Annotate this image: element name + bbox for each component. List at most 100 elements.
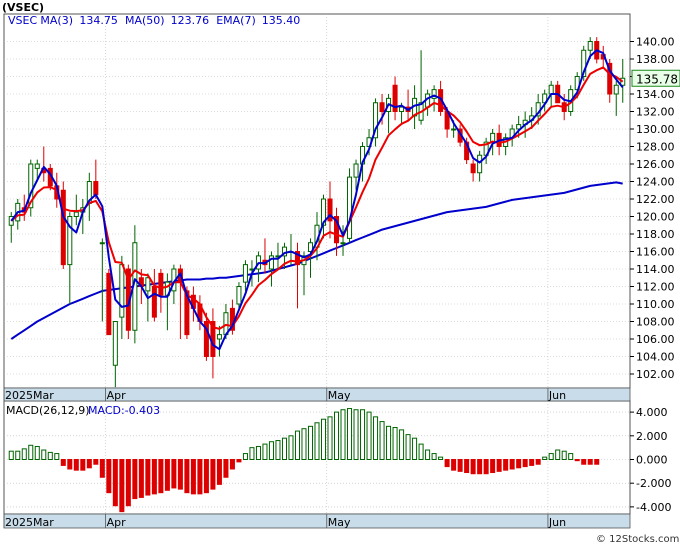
macd-bar-pos (301, 428, 307, 460)
macd-bar-neg (93, 459, 99, 465)
candle-up (373, 102, 379, 139)
macd-bar-neg (581, 459, 587, 465)
legend-item: MA(3) (40, 14, 73, 27)
macd-bar-neg (522, 459, 528, 468)
macd-bar-neg (236, 459, 242, 463)
macd-bar-neg (138, 459, 144, 498)
macd-bar-pos (366, 411, 372, 461)
month-label: May (328, 516, 351, 529)
candle-up (587, 41, 593, 51)
macd-tick-label: 4.000 (636, 406, 668, 419)
macd-bar-pos (347, 408, 353, 461)
macd-bar-pos (373, 416, 379, 461)
macd-bar-pos (28, 444, 34, 461)
macd-bar-pos (340, 409, 346, 461)
macd-bar-neg (464, 459, 470, 474)
price-tick-label: 138.00 (636, 53, 675, 66)
macd-bar-pos (425, 449, 431, 460)
last-price-box (631, 69, 680, 87)
macd-bar-pos (333, 411, 340, 461)
candle-up (73, 211, 79, 217)
macd-bar-neg (529, 459, 535, 466)
macd-bar-pos (54, 453, 60, 460)
price-tick-label: 102.00 (636, 368, 675, 381)
macd-bar-neg (184, 459, 190, 494)
macd-bar-neg (574, 459, 580, 462)
macd-bar-pos (281, 437, 287, 461)
macd-bar-pos (561, 450, 567, 460)
macd-bar-pos (8, 450, 14, 460)
macd-bar-pos (275, 440, 281, 461)
candle-up (145, 277, 151, 292)
macd-bar-neg (229, 459, 235, 470)
macd-title: MACD(26,12,9) (6, 404, 90, 417)
candle-up (431, 89, 437, 99)
macd-bar-pos (405, 434, 411, 461)
macd-bar-pos (288, 435, 294, 461)
macd-tick-label: 0.000 (636, 454, 668, 467)
macd-tick-label: 2.000 (636, 430, 668, 443)
price-tick-label: 118.00 (636, 228, 675, 241)
macd-bar-pos (249, 447, 255, 460)
price-tick-label: 110.00 (636, 298, 675, 311)
candle-up (548, 84, 554, 95)
candle-up (34, 163, 40, 169)
candle-down (93, 181, 99, 196)
price-tick-label: 132.00 (636, 106, 675, 119)
candle-down (470, 163, 476, 174)
macd-bar-neg (145, 459, 151, 496)
macd-bar-pos (548, 453, 554, 460)
macd-bar-pos (568, 453, 574, 460)
macd-bar-pos (386, 425, 392, 460)
macd-bar-pos (314, 422, 320, 460)
candle-down (60, 189, 66, 266)
month-label: Apr (107, 516, 127, 529)
macd-bar-pos (307, 425, 314, 460)
macd-bar-neg (151, 459, 157, 495)
macd-bar-neg (509, 459, 515, 470)
macd-bar-neg (132, 459, 138, 500)
ma3-line (10, 49, 624, 351)
macd-bar-pos (268, 441, 274, 461)
macd-bar-neg (197, 459, 203, 495)
legend-item: VSEC (8, 14, 37, 27)
candle-up (620, 77, 626, 86)
macd-bar-neg (216, 459, 222, 485)
candle-up (281, 246, 287, 257)
price-tick-label: 116.00 (636, 246, 675, 259)
macd-bar-neg (203, 459, 209, 494)
candle-down (327, 198, 333, 222)
candle-up (112, 321, 118, 366)
macd-bar-neg (73, 459, 79, 471)
price-tick-label: 134.00 (636, 88, 675, 101)
candle-up (236, 286, 242, 305)
macd-bar-pos (379, 421, 385, 460)
price-tick-label: 104.00 (636, 351, 675, 364)
month-label: 2025Mar (5, 516, 54, 529)
macd-bar-pos (320, 418, 327, 460)
macd-bar-neg (177, 459, 183, 490)
price-panel (3, 13, 631, 389)
macd-bar-neg (164, 459, 170, 491)
macd-bar-neg (457, 459, 463, 472)
price-tick-label: 106.00 (636, 333, 675, 346)
macd-bar-pos (327, 416, 333, 461)
macd-bar-pos (399, 429, 405, 460)
macd-bar-pos (392, 427, 398, 460)
candle-up (516, 124, 522, 130)
macd-bar-pos (255, 445, 261, 460)
date-band (3, 513, 631, 529)
macd-bar-neg (490, 459, 496, 474)
macd-bar-neg (444, 459, 450, 468)
legend-item: 134.75 (79, 14, 118, 27)
macd-bar-neg (210, 459, 216, 490)
macd-bar-pos (242, 453, 248, 460)
candle-up (242, 264, 248, 283)
macd-bar-pos (353, 409, 359, 461)
price-tick-label: 108.00 (636, 316, 675, 329)
month-label: Apr (107, 389, 127, 402)
month-label: Jun (548, 389, 566, 402)
macd-tick-label: -2.000 (636, 477, 671, 490)
price-tick-label: 122.00 (636, 193, 675, 206)
candle-down (151, 286, 157, 318)
